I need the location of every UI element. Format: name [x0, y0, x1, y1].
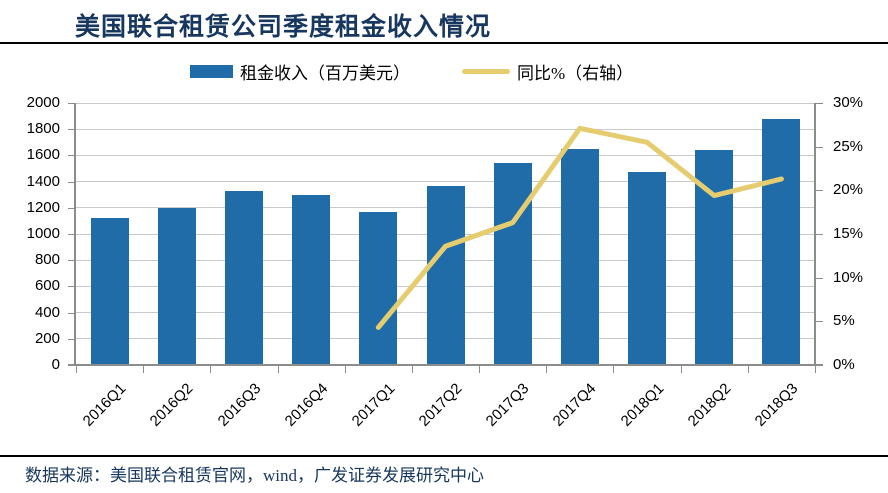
right-axis-tick — [815, 190, 823, 192]
bar-2018Q3 — [762, 118, 801, 365]
footer-divider — [0, 455, 888, 457]
legend-item-rental-income: 租金收入（百万美元） — [190, 59, 410, 84]
bar-2016Q2 — [157, 207, 196, 365]
x-label-2017Q2: 2017Q2 — [415, 380, 466, 430]
right-axis-label: 30% — [833, 94, 864, 111]
x-axis-tick — [411, 365, 413, 373]
bar-2017Q3 — [493, 162, 532, 365]
legend: 租金收入（百万美元） 同比%（右轴） — [190, 59, 633, 84]
x-axis-tick — [479, 365, 481, 373]
y-axis-label: 0 — [51, 356, 60, 373]
right-axis-tick — [815, 146, 823, 148]
bar-2017Q4 — [560, 148, 599, 365]
y-axis-tick — [68, 129, 76, 131]
x-axis-tick — [613, 365, 615, 373]
page-title: 美国联合租赁公司季度租金收入情况 — [75, 14, 492, 41]
x-label-2017Q4: 2017Q4 — [550, 380, 600, 430]
y-axis-label: 400 — [34, 303, 60, 321]
right-axis-label: 20% — [833, 181, 864, 199]
y-axis-tick — [68, 207, 76, 209]
y-axis-label: 600 — [34, 277, 60, 295]
x-axis-tick — [815, 365, 816, 373]
bar-2017Q2 — [426, 185, 465, 365]
y-axis-tick — [68, 181, 76, 183]
x-axis-tick — [344, 365, 346, 373]
x-label-2018Q3: 2018Q3 — [751, 380, 802, 430]
right-axis-line — [814, 103, 816, 366]
y-axis-tick — [68, 155, 76, 157]
bar-legend-swatch — [190, 64, 233, 78]
right-axis-tick — [815, 321, 823, 323]
bar-2018Q1 — [628, 172, 667, 365]
bar-2018Q2 — [695, 150, 734, 365]
x-axis-tick — [76, 365, 77, 373]
data-source: 数据来源：美国联合租赁官网，wind，广发证券发展研究中心 — [25, 466, 484, 485]
legend-label-rental-income: 租金收入（百万美元） — [240, 63, 410, 83]
y-axis-tick — [68, 234, 76, 235]
x-axis-line — [68, 364, 823, 366]
y-axis-label: 200 — [34, 329, 60, 347]
right-axis-tick — [815, 103, 823, 104]
x-axis-tick — [277, 365, 279, 373]
y-axis-tick — [68, 103, 76, 104]
right-axis-tick — [815, 234, 823, 235]
right-axis-tick — [815, 277, 823, 279]
x-axis-tick — [546, 365, 548, 373]
y-axis-label: 2000 — [26, 94, 60, 111]
bar-2016Q4 — [292, 194, 331, 365]
right-axis-label: 25% — [833, 137, 864, 155]
bar-2016Q1 — [90, 218, 129, 365]
title-divider — [0, 42, 888, 44]
x-label-2016Q2: 2016Q2 — [147, 380, 197, 430]
right-axis-label: 5% — [833, 312, 855, 330]
gridline — [76, 128, 815, 130]
right-axis-label: 15% — [833, 225, 864, 242]
y-axis-tick — [68, 338, 76, 340]
right-axis-label: 10% — [833, 268, 864, 286]
x-axis-tick — [210, 365, 212, 373]
gridline — [76, 102, 815, 104]
y-axis-line — [74, 103, 76, 366]
line-legend-swatch — [462, 68, 510, 74]
x-axis-tick — [680, 365, 682, 373]
y-axis-tick — [68, 286, 76, 288]
x-label-2016Q3: 2016Q3 — [214, 380, 264, 430]
y-axis-label: 1600 — [26, 146, 60, 164]
y-axis-label: 1400 — [26, 172, 60, 190]
y-axis-label: 1800 — [26, 120, 60, 138]
x-axis-tick — [747, 365, 749, 373]
x-label-2018Q1: 2018Q1 — [617, 380, 668, 430]
y-axis-label: 800 — [34, 251, 60, 269]
legend-item-yoy: 同比%（右轴） — [462, 59, 633, 84]
y-axis-label: 1000 — [26, 225, 60, 242]
legend-label-yoy: 同比%（右轴） — [517, 63, 634, 83]
bar-2017Q1 — [359, 212, 398, 365]
y-axis-tick — [68, 312, 76, 314]
x-label-2017Q3: 2017Q3 — [482, 380, 533, 430]
x-label-2016Q1: 2016Q1 — [79, 380, 130, 430]
y-axis-label: 1200 — [26, 198, 60, 216]
x-label-2018Q2: 2018Q2 — [684, 380, 735, 430]
x-label-2016Q4: 2016Q4 — [281, 380, 332, 430]
bar-2016Q3 — [224, 191, 263, 365]
right-axis-label: 0% — [833, 356, 855, 373]
x-axis-tick — [143, 365, 145, 373]
x-label-2017Q1: 2017Q1 — [348, 380, 399, 430]
y-axis-tick — [68, 260, 76, 262]
